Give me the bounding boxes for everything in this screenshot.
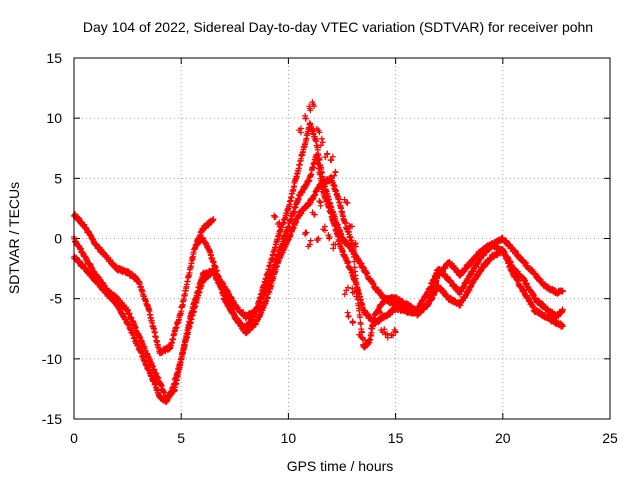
x-tick-label: 0 [70, 430, 78, 446]
data-point [307, 237, 314, 244]
x-tick-label: 20 [495, 430, 511, 446]
y-tick-label: -5 [50, 291, 63, 307]
y-tick-label: -10 [42, 351, 62, 367]
y-tick-label: 0 [54, 231, 62, 247]
y-tick-label: -15 [42, 411, 62, 427]
x-axis-label: GPS time / hours [287, 458, 394, 474]
data-point [210, 216, 217, 223]
data-point [349, 319, 356, 326]
data-point [345, 313, 352, 320]
data-point [303, 229, 310, 236]
data-points [71, 99, 566, 406]
data-point [344, 200, 351, 207]
x-tick-label: 25 [602, 430, 618, 446]
data-point [302, 115, 309, 122]
x-tick-label: 15 [388, 430, 404, 446]
chart-title: Day 104 of 2022, Sidereal Day-to-day VTE… [83, 19, 593, 35]
data-point [332, 168, 339, 175]
x-tick-label: 10 [281, 430, 297, 446]
data-point [344, 309, 351, 316]
axis-ticks: 0 5 10 15 20 25 -15 -10 -5 0 5 10 15 [42, 50, 618, 446]
data-point [317, 202, 324, 209]
series-track-d [193, 120, 566, 334]
y-tick-label: 15 [46, 50, 62, 66]
series-track-c [71, 253, 217, 406]
x-tick-label: 5 [177, 430, 185, 446]
y-tick-label: 5 [54, 170, 62, 186]
data-point [316, 198, 323, 205]
y-axis-label: SDTVAR / TECUs [6, 182, 22, 294]
y-tick-label: 10 [46, 110, 62, 126]
data-point [318, 135, 325, 142]
series-track-a [71, 211, 217, 357]
